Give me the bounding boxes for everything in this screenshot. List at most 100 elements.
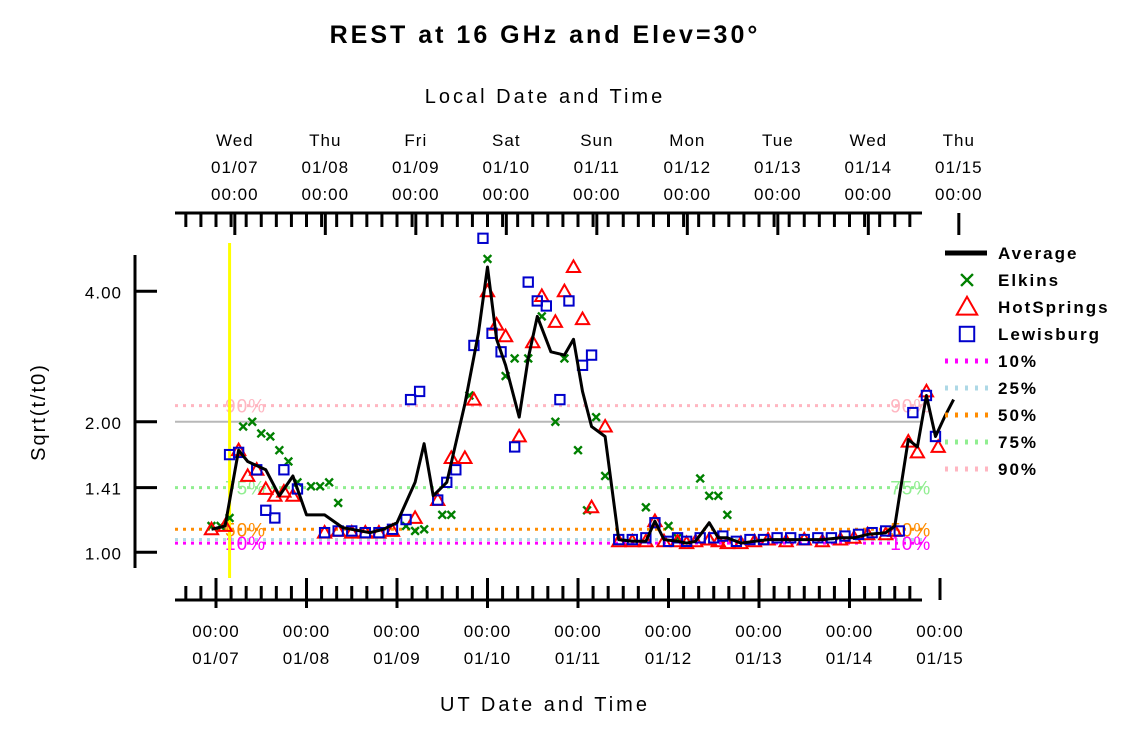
top-tick-date: 01/12 — [664, 158, 712, 177]
hotsprings-point — [343, 524, 361, 539]
elkins-point — [333, 498, 343, 508]
x-tick-time: 00:00 — [554, 622, 602, 641]
hotsprings-point — [700, 530, 718, 546]
elkins-point — [238, 421, 248, 432]
top-tick-time: 00:00 — [754, 185, 802, 204]
percentile-label: 75% — [225, 479, 266, 500]
x-stroke — [960, 273, 974, 287]
legend-swatch-marker — [960, 273, 974, 287]
percentile-label: 90% — [225, 397, 266, 418]
legend-label: 10% — [998, 352, 1038, 371]
average-line — [211, 265, 955, 545]
x-tick-date: 01/13 — [735, 649, 783, 668]
elkins-point — [641, 502, 651, 512]
elkins-point — [306, 481, 316, 491]
legend-item: Elkins — [960, 271, 1058, 290]
x-axis-label: UT Date and Time — [440, 694, 650, 716]
top-tick-time: 00:00 — [573, 185, 621, 204]
elkins-point — [256, 428, 266, 439]
elkins-point — [550, 417, 561, 427]
legend-label: 90% — [998, 460, 1038, 479]
x-tick-time: 00:00 — [826, 622, 874, 641]
lewisburg-point — [318, 526, 331, 539]
legend-label: HotSprings — [998, 298, 1110, 317]
lewisburg-point — [554, 393, 566, 406]
elkins-point — [315, 481, 325, 491]
top-tick-time: 00:00 — [392, 185, 440, 204]
legend-label: 50% — [998, 406, 1038, 425]
top-tick-date: 01/10 — [483, 158, 531, 177]
elkins-point — [509, 353, 520, 364]
x-tick-date: 01/09 — [373, 649, 421, 668]
x-stroke — [641, 502, 651, 512]
lewisburg-point — [744, 533, 756, 546]
lewisburg-point — [540, 300, 553, 312]
top-tick-day: Mon — [669, 131, 705, 150]
x-stroke — [509, 353, 520, 364]
x-tick-time: 00:00 — [192, 622, 240, 641]
hotsprings-point — [929, 438, 947, 453]
x-tick-time: 00:00 — [464, 622, 512, 641]
x-stroke — [550, 417, 561, 427]
legend-item: HotSprings — [955, 294, 1110, 317]
axes: 1.00 1.41 2.00 4.00 00:00 01/07 00:00 01/08 00:0… — [85, 131, 983, 668]
top-tick-date: 01/11 — [574, 158, 620, 177]
chart-title: REST at 16 GHz and Elev=30° — [330, 21, 761, 49]
lewisburg-point — [269, 512, 281, 524]
top-tick-date: 01/09 — [392, 158, 440, 177]
top-tick-date: 01/15 — [935, 158, 983, 177]
hotsprings-point — [646, 512, 664, 528]
lewisburg-point — [812, 532, 824, 544]
x-stroke — [713, 491, 723, 501]
hotsprings-point — [284, 487, 302, 502]
elkins-point — [274, 445, 285, 455]
series-elkins — [206, 254, 733, 543]
top-tick-day: Wed — [849, 131, 887, 150]
top-tick-day: Fri — [404, 131, 427, 150]
top-tick-date: 01/13 — [754, 158, 802, 177]
x-stroke — [482, 254, 493, 264]
y-tick-label: 1.00 — [85, 544, 122, 563]
x-tick-date: 01/11 — [555, 649, 601, 668]
top-tick-date: 01/07 — [211, 158, 259, 177]
elkins-point — [437, 510, 447, 520]
hotsprings-point — [257, 480, 275, 495]
elkins-point — [722, 510, 733, 520]
top-axis-label: Local Date and Time — [425, 86, 665, 108]
elkins-point — [283, 456, 294, 467]
lewisburg-point — [522, 276, 534, 288]
elkins-point — [591, 412, 601, 422]
hotsprings-point — [216, 517, 234, 532]
elkins-point — [324, 477, 334, 488]
elkins-point — [247, 417, 257, 427]
lewisburg-point — [649, 517, 661, 529]
lewisburg-point — [730, 535, 743, 548]
legend-swatch-marker — [955, 294, 979, 316]
hotsprings-point — [719, 534, 736, 550]
legend-item: 50% — [945, 406, 1038, 425]
lewisburg-point — [893, 525, 905, 537]
series-average — [211, 265, 955, 545]
lewisburg-point — [450, 464, 462, 476]
legend-label: 25% — [998, 379, 1038, 398]
top-tick-time: 00:00 — [935, 185, 983, 204]
hotsprings-point — [406, 509, 424, 524]
lewisburg-point — [839, 530, 851, 542]
top-tick-day: Tue — [762, 131, 794, 150]
x-tick-time: 00:00 — [283, 622, 331, 641]
x-stroke — [695, 473, 705, 484]
lewisburg-point — [278, 464, 290, 476]
x-stroke — [722, 510, 733, 520]
x-stroke — [559, 353, 570, 364]
legend-item: 90% — [945, 460, 1038, 479]
lewisburg-point — [585, 349, 598, 361]
hotsprings-point — [547, 313, 564, 328]
x-tick-date: 01/07 — [192, 649, 240, 668]
lewisburg-point — [291, 483, 304, 495]
y-axis-label: Sqrt(t/t0) — [28, 363, 50, 461]
lewisburg-point — [260, 504, 272, 516]
top-tick-time: 00:00 — [845, 185, 893, 204]
hotsprings-point — [497, 327, 514, 343]
y-tick-label: 4.00 — [85, 283, 122, 302]
x-tick-time: 00:00 — [373, 622, 421, 641]
